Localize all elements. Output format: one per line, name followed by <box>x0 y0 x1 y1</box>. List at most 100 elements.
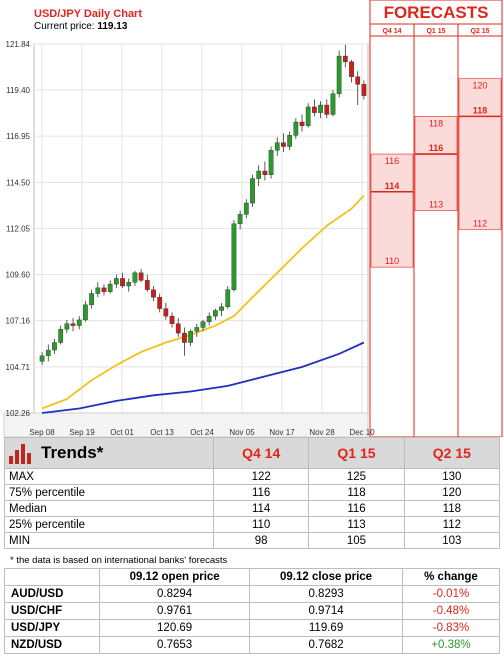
row-value: 114 <box>212 500 310 517</box>
forecast-range-box <box>370 153 414 268</box>
candle-body <box>268 150 274 175</box>
candle-body <box>225 289 231 307</box>
candle-body <box>262 170 268 175</box>
x-axis-strip <box>3 412 369 437</box>
fx-close: 0.7682 <box>249 636 403 654</box>
row-value: 103 <box>403 532 501 549</box>
forecast-median-label: 118 <box>473 105 488 115</box>
candle-body <box>138 272 144 281</box>
chart-area: Q4 14 116 114 110 Q1 15 118 116 113 Q2 15 120 118 1… <box>3 0 503 437</box>
fx-header-change: % change <box>401 568 501 586</box>
forecast-range-box <box>458 78 502 230</box>
candle-body <box>243 202 249 215</box>
forecast-column-label: Q2 15 <box>470 28 489 35</box>
forecast-p75-label: 116 <box>385 156 399 166</box>
row-value: 105 <box>308 532 405 549</box>
candle-body <box>163 308 169 317</box>
fx-pair: USD/JPY <box>3 619 101 637</box>
forecast-column-label: Q1 15 <box>426 28 445 35</box>
moving-averages <box>41 194 365 414</box>
candle-body <box>250 178 255 204</box>
forecast-column-label: Q4 14 <box>382 28 401 35</box>
candle-body <box>305 106 311 126</box>
axis-labels: 121.84 119.40 116.95 114.50 112.05 109.60 107.… <box>6 40 376 437</box>
x-tick-label: Sep 19 <box>69 428 95 437</box>
fx-header-close: 09.12 close price <box>249 568 403 586</box>
x-tick-label: Nov 05 <box>229 428 255 437</box>
fx-close: 0.9714 <box>249 602 403 620</box>
candle-body <box>132 272 138 283</box>
row-value: 122 <box>212 468 310 485</box>
fx-change: +0.38% <box>401 636 501 654</box>
candle-body <box>70 323 76 326</box>
trends-row: 25% percentile 110 113 112 <box>4 516 501 533</box>
fx-pair: NZD/USD <box>3 636 101 654</box>
candle-body <box>342 55 348 62</box>
y-tick-label: 114.50 <box>6 178 30 187</box>
fx-table: 09.12 open price 09.12 close price % cha… <box>3 568 501 654</box>
candle-body <box>293 121 299 136</box>
candle-body <box>113 278 119 285</box>
candle-body <box>318 104 323 113</box>
fx-header-row: 09.12 open price 09.12 close price % cha… <box>3 568 501 586</box>
candle-body <box>39 355 45 362</box>
candle-body <box>287 135 293 147</box>
candle-body <box>312 106 317 113</box>
candle-body <box>281 142 286 147</box>
candle-body <box>89 293 94 306</box>
trends-table: Trends* Q4 14 Q1 15 Q2 15 MAX 122 125 130 7… <box>4 437 501 549</box>
candle-body <box>194 327 200 332</box>
trends-header-q1: Q1 15 <box>308 437 405 469</box>
candle-body <box>58 329 64 343</box>
forecast-panel: Q4 14 116 114 110 Q1 15 118 116 113 Q2 15 120 118 1… <box>369 0 503 437</box>
trends-title-cell: Trends* <box>4 437 214 469</box>
candle-body <box>83 304 88 321</box>
candle-body <box>330 93 336 115</box>
fx-open: 0.8294 <box>99 585 251 603</box>
candle-body <box>361 84 367 96</box>
fx-change: -0.83% <box>401 619 501 637</box>
fx-header-pair <box>3 568 101 586</box>
fx-row: USD/CHF 0.9761 0.9714 -0.48% <box>3 602 501 620</box>
row-value: 110 <box>212 516 310 533</box>
forecast-p75-label: 120 <box>472 81 487 91</box>
candle-body <box>188 331 193 343</box>
y-tick-label: 119.40 <box>6 86 30 95</box>
forecast-range-box <box>414 116 458 211</box>
candle-body <box>299 121 305 126</box>
candle-body <box>101 287 107 292</box>
candle-body <box>182 332 187 343</box>
row-value: 112 <box>403 516 501 533</box>
row-value: 125 <box>308 468 405 485</box>
fx-close: 0.8293 <box>249 585 403 603</box>
trends-row: 75% percentile 116 118 120 <box>4 484 501 501</box>
row-value: 118 <box>403 500 501 517</box>
trends-header-row: Trends* Q4 14 Q1 15 Q2 15 <box>4 437 501 469</box>
candle-body <box>169 315 175 324</box>
current-price: Current price: 119.13 <box>34 21 128 32</box>
y-tick-label: 109.60 <box>6 271 31 280</box>
candle-body <box>175 323 181 334</box>
row-value: 116 <box>308 500 405 517</box>
candle-body <box>274 142 280 151</box>
candle-body <box>107 283 113 292</box>
candle-body <box>256 170 262 179</box>
x-tick-label: Sep 08 <box>29 428 55 437</box>
candle-body <box>219 306 224 311</box>
candle-body <box>144 280 150 290</box>
candle-body <box>349 61 354 77</box>
candle-body <box>231 223 237 290</box>
candle-body <box>95 287 101 294</box>
forecast-p25-label: 113 <box>429 200 443 210</box>
row-label: 25% percentile <box>4 516 214 533</box>
fx-row: AUD/USD 0.8294 0.8293 -0.01% <box>3 585 501 603</box>
candle-body <box>355 76 361 85</box>
candle-body <box>52 342 57 351</box>
candles <box>39 44 367 366</box>
fx-open: 0.9761 <box>99 602 251 620</box>
y-tick-label: 107.16 <box>6 317 31 326</box>
row-label: MAX <box>4 468 214 485</box>
fx-row: USD/JPY 120.69 119.69 -0.83% <box>3 619 501 637</box>
fx-close: 119.69 <box>249 619 403 637</box>
row-value: 118 <box>308 484 405 501</box>
